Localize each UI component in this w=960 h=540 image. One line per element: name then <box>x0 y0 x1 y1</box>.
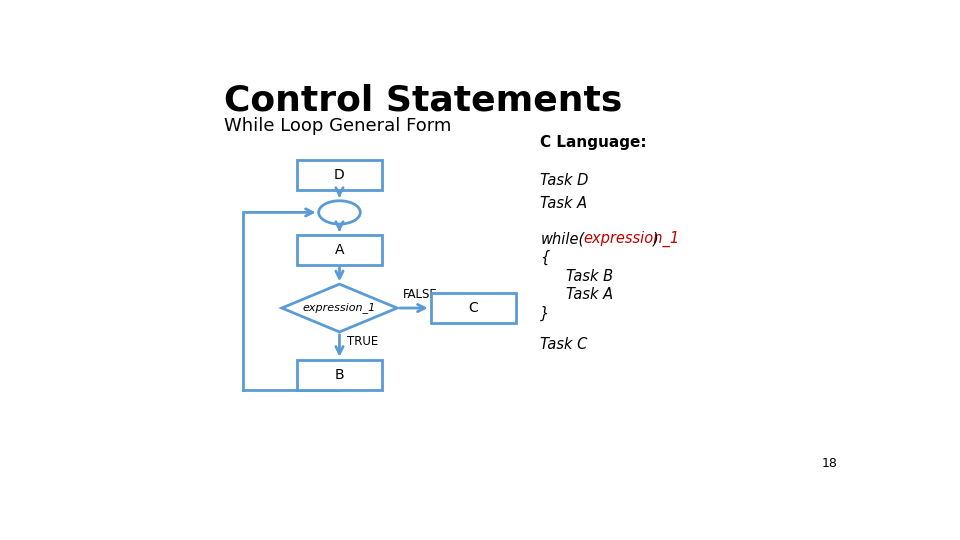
Text: D: D <box>334 168 345 182</box>
Text: While Loop General Form: While Loop General Form <box>225 117 451 135</box>
Text: A: A <box>335 243 345 257</box>
Text: ): ) <box>653 231 659 246</box>
Text: C: C <box>468 301 478 315</box>
Text: C Language:: C Language: <box>540 136 647 151</box>
Text: while(: while( <box>540 231 585 246</box>
FancyBboxPatch shape <box>297 360 382 389</box>
Text: {: { <box>540 250 550 265</box>
Text: }: } <box>540 306 550 321</box>
Circle shape <box>319 201 360 224</box>
Text: expression_1: expression_1 <box>302 302 376 314</box>
Text: B: B <box>335 368 345 382</box>
Text: 18: 18 <box>822 457 838 470</box>
Text: Task D: Task D <box>540 173 588 188</box>
FancyBboxPatch shape <box>297 160 382 190</box>
Polygon shape <box>282 284 397 332</box>
FancyBboxPatch shape <box>297 235 382 265</box>
Text: TRUE: TRUE <box>347 335 378 348</box>
Text: Task A: Task A <box>566 287 613 302</box>
FancyBboxPatch shape <box>431 293 516 323</box>
Text: expression_1: expression_1 <box>584 231 680 247</box>
Text: Control Statements: Control Statements <box>225 84 622 118</box>
Text: Task A: Task A <box>540 196 588 211</box>
Text: Task C: Task C <box>540 337 588 352</box>
Text: FALSE: FALSE <box>403 288 438 301</box>
Text: Task B: Task B <box>566 268 613 284</box>
